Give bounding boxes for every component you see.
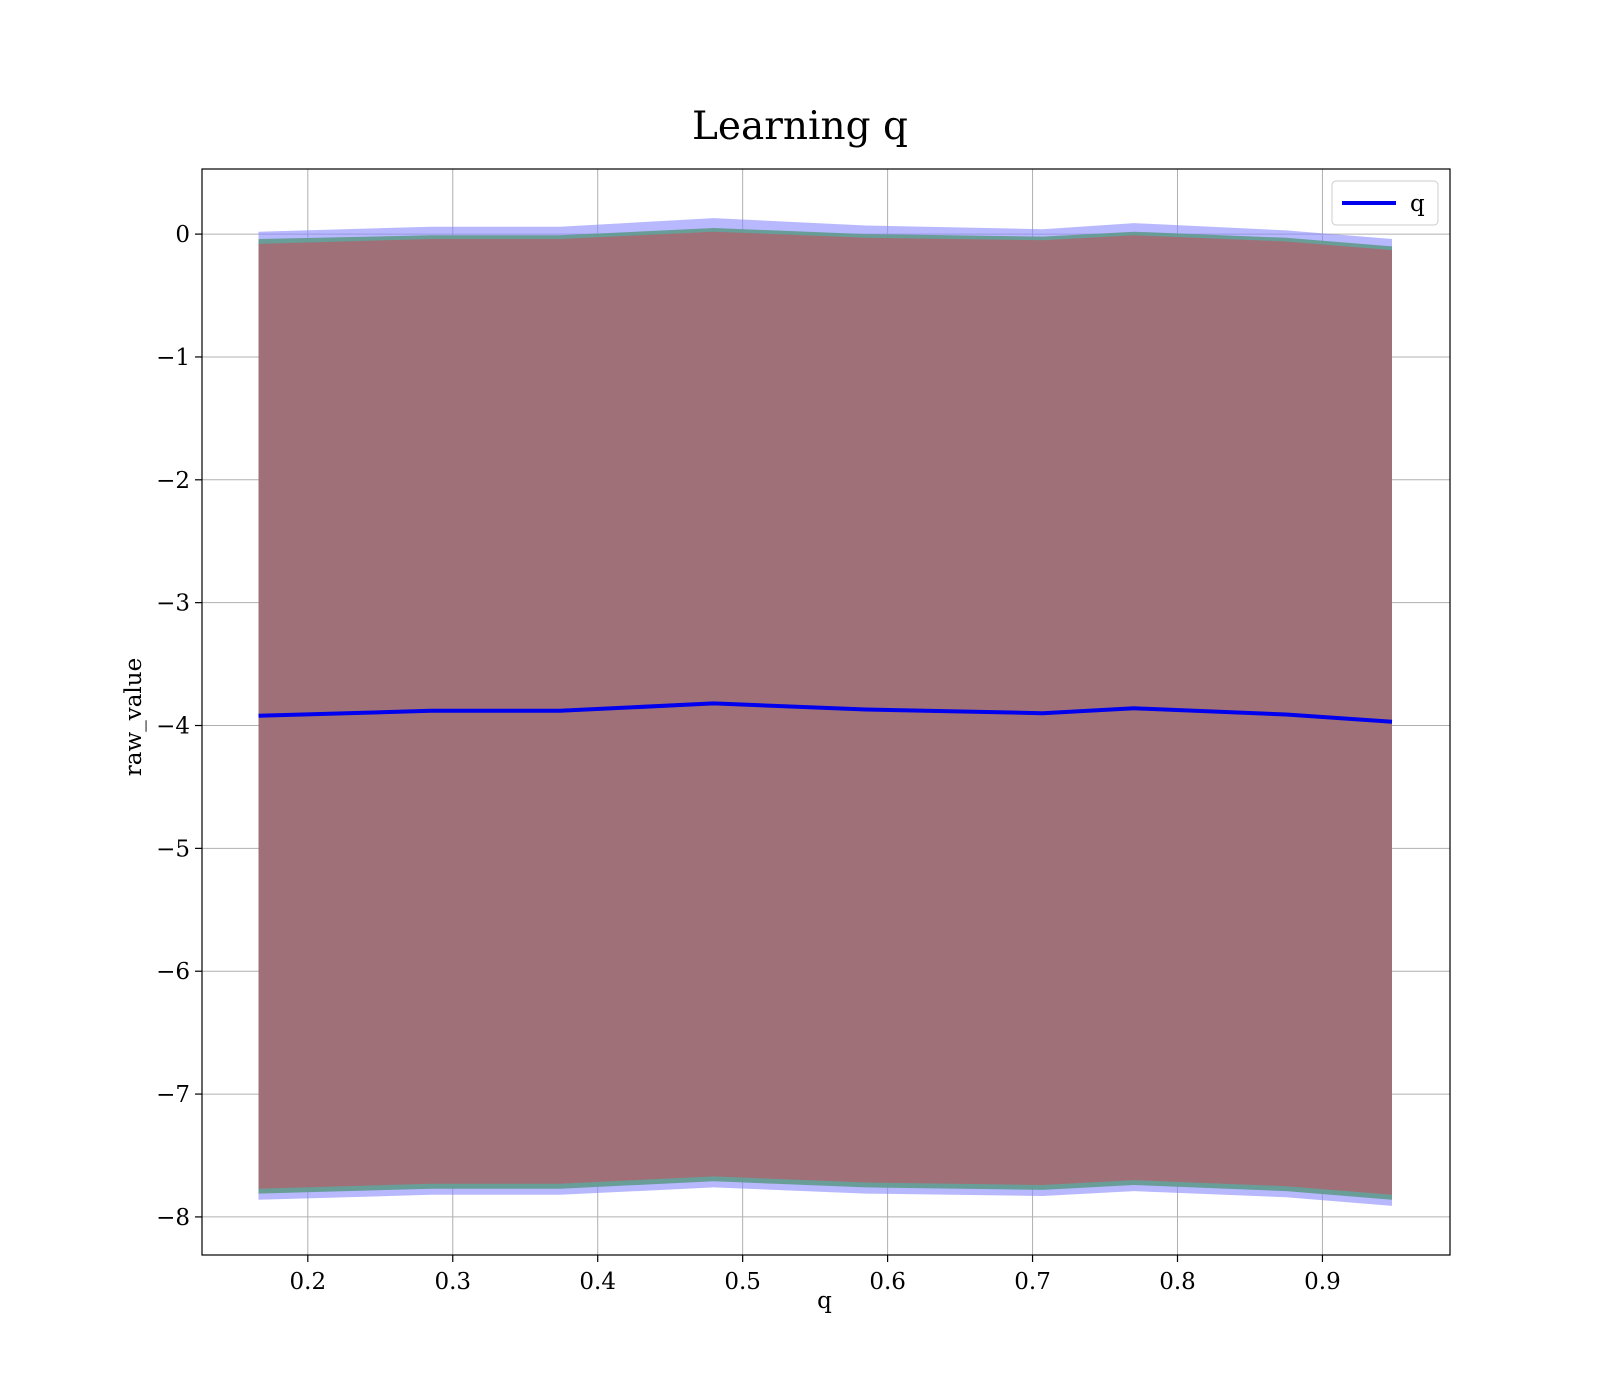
confidence-bands — [258, 218, 1392, 1206]
x-tick-label: 0.4 — [579, 1269, 616, 1295]
y-tick-label: −3 — [156, 591, 190, 617]
x-tick-label: 0.3 — [434, 1269, 471, 1295]
y-tick-label: −5 — [156, 836, 190, 862]
y-tick-label: −7 — [156, 1082, 190, 1108]
y-tick-label: 0 — [175, 222, 190, 248]
band-inner — [258, 231, 1392, 1195]
axis-ticks: 0.2 0.3 0.4 0.5 0.6 0.7 0.8 0.9 0 −1 −2 −3 −4 −5 −6 −7 −… — [156, 222, 1341, 1295]
x-tick-label: 0.7 — [1014, 1269, 1051, 1295]
y-tick-label: −2 — [156, 468, 190, 494]
x-tick-label: 0.2 — [290, 1269, 327, 1295]
x-tick-label: 0.6 — [869, 1269, 906, 1295]
y-tick-label: −6 — [156, 959, 190, 985]
x-tick-label: 0.8 — [1159, 1269, 1196, 1295]
legend: q — [1331, 180, 1439, 226]
x-tick-label: 0.9 — [1304, 1269, 1341, 1295]
series-line-q — [258, 701, 1393, 724]
plot-frame — [201, 168, 1451, 1256]
y-axis-label: raw_value — [121, 657, 147, 777]
y-tick-label: −8 — [156, 1205, 190, 1231]
series-lines — [258, 701, 1393, 724]
legend-label: q — [1410, 191, 1425, 217]
x-tick-label: 0.5 — [724, 1269, 761, 1295]
x-axis-label: q — [817, 1288, 832, 1314]
chart-title: Learning q — [692, 104, 908, 149]
y-tick-label: −4 — [156, 714, 190, 740]
y-tick-label: −1 — [156, 345, 190, 371]
